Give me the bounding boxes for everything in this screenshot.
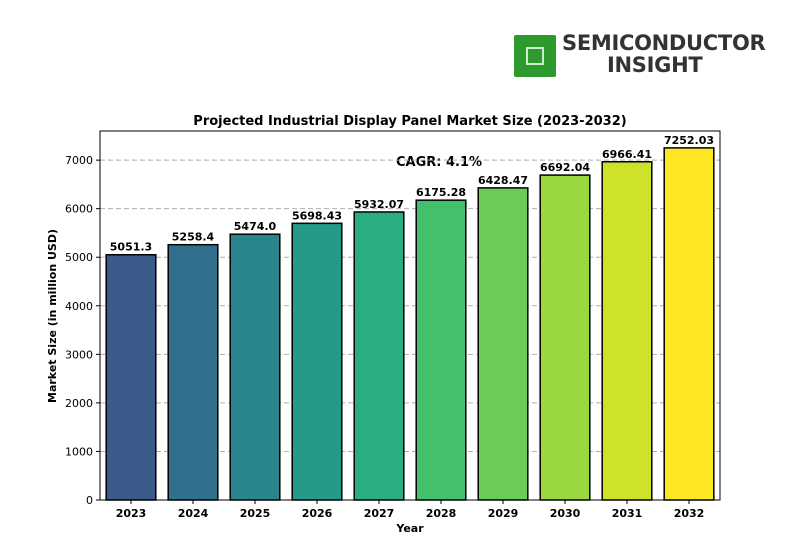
logo-line-2: INSIGHT xyxy=(607,53,703,77)
bar-2030 xyxy=(539,174,591,501)
x-tick-label: 2031 xyxy=(612,507,643,520)
y-tick-label: 1000 xyxy=(65,445,93,458)
value-label: 6428.47 xyxy=(478,174,528,187)
bar-2031 xyxy=(601,161,653,501)
bar-2025 xyxy=(229,233,281,501)
value-label: 5698.43 xyxy=(292,209,342,222)
bar-2023 xyxy=(105,253,157,501)
y-axis-label: Market Size (in million USD) xyxy=(46,229,59,403)
value-label: 6692.04 xyxy=(540,161,590,174)
value-label: 6175.28 xyxy=(416,186,466,199)
value-label: 6966.41 xyxy=(602,148,652,161)
x-tick-label: 2027 xyxy=(364,507,395,520)
value-label: 7252.03 xyxy=(664,134,714,147)
y-tick-label: 7000 xyxy=(65,154,93,167)
x-tick-label: 2023 xyxy=(116,507,147,520)
x-tick-label: 2026 xyxy=(302,507,333,520)
y-tick-label: 5000 xyxy=(65,251,93,264)
y-tick-label: 6000 xyxy=(65,203,93,216)
cagr-annotation: CAGR: 4.1% xyxy=(396,155,482,170)
value-labels: 5051.3 5258.4 5474.0 5698.43 5932.07 6175.28 6… xyxy=(110,134,714,254)
x-tick-label: 2028 xyxy=(426,507,457,520)
bars xyxy=(105,147,715,501)
plot-frame xyxy=(99,130,721,501)
x-tick-label: 2030 xyxy=(550,507,581,520)
y-tick-label: 0 xyxy=(86,494,93,507)
y-tick-label: 4000 xyxy=(65,300,93,313)
value-label: 5051.3 xyxy=(110,241,152,254)
value-label: 5932.07 xyxy=(354,198,404,211)
x-tick-label: 2032 xyxy=(674,507,705,520)
x-axis-label: Year xyxy=(395,522,424,535)
bar-2027 xyxy=(353,211,405,501)
x-tick-label: 2025 xyxy=(240,507,271,520)
logo: SEMICONDUCTOR INSIGHT xyxy=(514,32,766,80)
logo-text: SEMICONDUCTOR INSIGHT xyxy=(562,31,766,77)
y-tick-label: 3000 xyxy=(65,348,93,361)
value-label: 5474.0 xyxy=(234,220,277,233)
y-axis-ticks: 0 1000 2000 3000 4000 5000 6000 7000 xyxy=(65,154,100,507)
bar-2026 xyxy=(291,222,343,501)
chart-title: Projected Industrial Display Panel Marke… xyxy=(193,114,626,129)
x-tick-label: 2029 xyxy=(488,507,519,520)
chip-icon xyxy=(514,35,556,77)
value-label: 5258.4 xyxy=(172,231,215,244)
y-tick-label: 2000 xyxy=(65,397,93,410)
bar-2024 xyxy=(167,243,219,501)
bar-2028 xyxy=(415,199,467,501)
bar-2032 xyxy=(663,147,715,501)
x-axis-ticks: 2023 2024 2025 2026 2027 2028 2029 2030 2031 2032 xyxy=(116,500,705,520)
bar-2029 xyxy=(477,187,529,501)
logo-line-1: SEMICONDUCTOR xyxy=(562,31,766,55)
x-tick-label: 2024 xyxy=(178,507,209,520)
